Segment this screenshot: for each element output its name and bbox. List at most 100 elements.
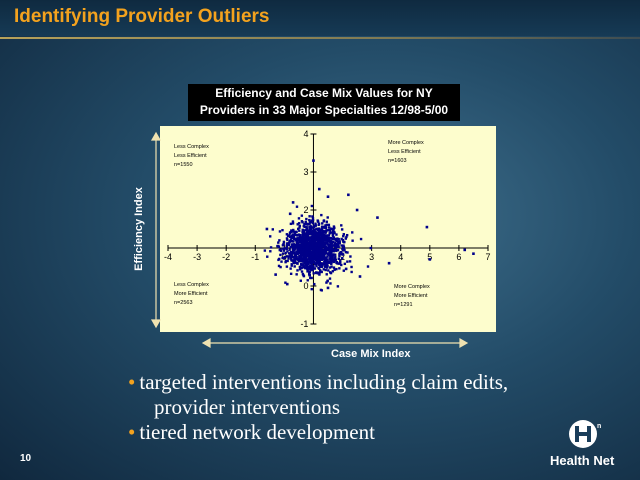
data-point [311,237,315,241]
data-point [311,234,315,238]
data-point [324,268,327,272]
x-tick-label: 4 [398,252,403,262]
data-point [332,227,335,230]
data-point [351,231,354,234]
data-point [310,204,314,208]
data-point [308,255,311,258]
data-point [291,235,294,238]
data-point [332,260,336,264]
data-point [334,245,338,248]
data-point [290,257,293,260]
data-point [293,245,296,248]
data-point [293,249,296,252]
data-point [304,247,307,250]
data-point [295,242,299,245]
data-point [329,282,332,285]
outlier-point [428,258,432,261]
y-tick-label: 2 [303,205,308,215]
data-point [329,231,332,234]
data-point [328,277,332,280]
data-point [306,267,309,271]
data-point [326,216,329,219]
y-tick-label: 4 [303,129,308,139]
data-point [340,224,343,227]
data-point [342,269,345,272]
bullet-text: tiered network development [139,420,375,444]
data-point [314,244,318,248]
data-point [294,239,298,242]
data-point [310,238,314,242]
data-point [297,227,300,231]
data-point [320,248,323,251]
data-point [282,249,286,252]
outlier-point [291,201,295,204]
outlier-point [288,212,292,216]
data-point [296,247,299,250]
y-axis-arrow [150,131,162,329]
data-point [286,234,290,238]
data-point [281,228,284,232]
title-rule [0,37,640,39]
data-point [308,259,312,262]
data-point [302,224,306,228]
data-point [344,267,348,271]
data-point [289,245,292,249]
data-point [329,236,333,240]
data-point [302,259,306,263]
data-point [310,263,314,266]
data-point [315,227,318,231]
data-point [285,237,289,240]
data-point [298,224,302,228]
data-point [318,272,321,275]
outlier-point [317,187,321,191]
x-axis-arrow [201,337,469,349]
data-point [307,257,311,260]
data-point [269,250,272,253]
data-point [325,259,328,262]
data-point [315,246,319,250]
data-point [333,257,337,260]
data-point [296,252,299,256]
data-point [342,244,345,247]
data-point [311,258,314,261]
data-point [285,244,289,248]
data-point [304,252,307,255]
data-point [305,222,308,226]
data-point [322,220,325,223]
data-point [310,287,313,291]
data-point [340,263,343,267]
data-point [300,270,304,273]
data-point [284,251,287,255]
data-point [316,271,320,275]
data-point [315,264,318,268]
data-point [320,225,324,228]
svg-text:n: n [597,423,601,430]
data-point [290,239,294,243]
data-point [313,262,317,266]
data-point [338,254,341,258]
data-point [308,218,311,222]
data-point [328,236,331,240]
data-point [293,237,296,241]
data-point [338,267,341,270]
data-point [301,229,305,232]
data-point [323,260,326,264]
data-point [334,241,337,244]
data-point [329,271,333,275]
data-point [327,234,331,237]
data-point [310,232,313,236]
data-point [320,253,323,257]
data-point [266,255,269,258]
data-point [318,252,321,255]
data-point [303,229,306,232]
data-point [316,254,319,257]
data-point [263,249,267,252]
data-point [308,270,311,274]
data-point [331,232,334,235]
data-point [342,234,345,238]
data-point [320,262,323,265]
data-point [311,219,315,222]
data-point [304,266,308,270]
data-point [289,272,293,276]
data-point [309,239,312,242]
